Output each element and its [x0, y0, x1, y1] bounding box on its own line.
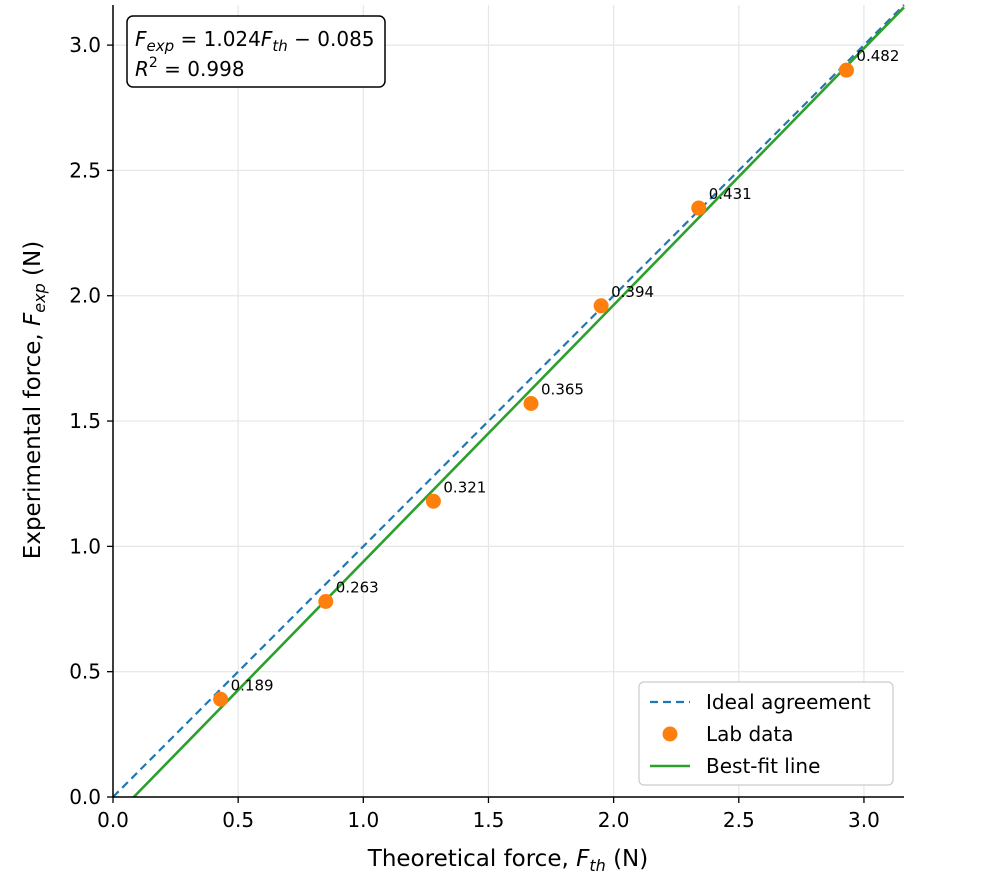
x-axis-label: Theoretical force, Fth (N) [367, 846, 648, 875]
x-tick-label: 1.0 [347, 808, 379, 832]
lab-data-point [523, 396, 539, 412]
lab-data-point [691, 200, 707, 216]
data-point-label: 0.431 [709, 185, 752, 203]
y-tick-label: 0.0 [69, 785, 101, 809]
x-tick-label: 0.0 [97, 808, 129, 832]
data-point-label: 0.394 [611, 283, 654, 301]
x-tick-label: 2.0 [598, 808, 630, 832]
data-point-label: 0.365 [541, 381, 584, 399]
y-tick-label: 2.5 [69, 158, 101, 182]
lab-data-point [593, 298, 609, 314]
legend-label-ideal: Ideal agreement [706, 690, 871, 714]
x-ticks: 0.0 0.5 1.0 1.5 2.0 2.5 3.0 [97, 797, 880, 832]
x-tick-label: 0.5 [222, 808, 254, 832]
y-ticks: 0.0 0.5 1.0 1.5 2.0 2.5 3.0 [69, 33, 113, 809]
data-point-label: 0.482 [856, 47, 899, 65]
best-fit-line [132, 6, 905, 798]
x-tick-label: 3.0 [848, 808, 880, 832]
legend-label-fit: Best-fit line [706, 754, 820, 778]
x-tick-label: 1.5 [473, 808, 505, 832]
lab-data-point [838, 62, 854, 78]
y-tick-label: 3.0 [69, 33, 101, 57]
grid [112, 5, 904, 798]
lab-data-point [425, 493, 441, 509]
legend-frame [638, 681, 894, 786]
ideal-agreement-line [112, 4, 905, 798]
x-tick-label: 2.5 [723, 808, 755, 832]
fit-equation-frame [126, 15, 386, 88]
legend-swatch-lab [662, 726, 678, 742]
r-squared: R2 = 0.998 [135, 55, 245, 81]
lab-data-point [213, 691, 229, 707]
data-points [213, 62, 854, 707]
data-point-label: 0.263 [336, 579, 379, 597]
fit-equation: Fexp = 1.024Fth − 0.085 [135, 27, 375, 55]
legend: Ideal agreement Lab data Best-fit line [638, 681, 894, 786]
legend-label-lab: Lab data [706, 722, 794, 746]
y-axis-label: Experimental force, Fexp (N) [20, 241, 49, 559]
lab-data-point [318, 594, 334, 610]
y-tick-label: 1.0 [69, 534, 101, 558]
point-labels: 0.189 0.263 0.321 0.365 0.394 0.431 0.482 [231, 47, 900, 694]
data-point-label: 0.189 [231, 676, 274, 694]
y-tick-label: 1.5 [69, 409, 101, 433]
y-tick-label: 0.5 [69, 660, 101, 684]
series-lines [112, 4, 905, 798]
data-point-label: 0.321 [443, 478, 486, 496]
y-tick-label: 2.0 [69, 284, 101, 308]
fit-equation-box: Fexp = 1.024Fth − 0.085 R2 = 0.998 [126, 15, 386, 88]
